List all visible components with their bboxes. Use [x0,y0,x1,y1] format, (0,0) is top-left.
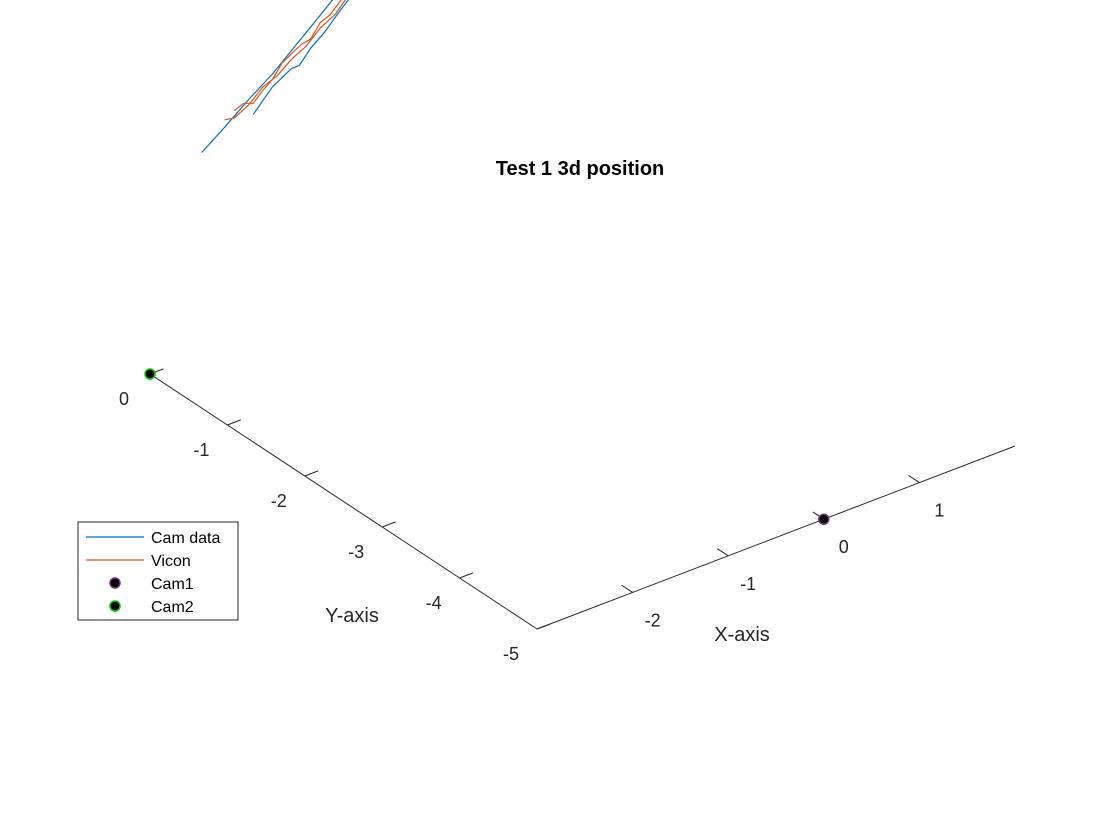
legend-swatch-cam1 [109,577,121,589]
x-tick-label: 1 [934,501,944,521]
legend-box [77,521,239,621]
x-tick-mark [908,475,920,484]
series-marker-cam1 [818,513,830,525]
axes-group: -2 -1 0 1 0 -1 -2 -3 -4 -5 [119,368,1016,664]
y-tick-mark [227,419,241,426]
x-tick-label: -1 [740,574,756,594]
legend-label-cam1: Cam1 [151,576,194,593]
y-axis-line [149,373,538,630]
series-line-cam-data [201,0,350,153]
y-axis-title: Y-axis [325,605,379,627]
y-tick-label: -1 [193,440,209,460]
legend-label-cam2: Cam2 [151,599,194,616]
x-axis-line [536,445,1016,630]
chart-title: Test 1 3d position [496,158,665,180]
series-marker-cam2 [144,368,156,380]
series-line-vicon [224,0,347,121]
x-tick-mark [717,548,729,557]
y-tick-label: -3 [348,542,364,562]
y-tick-mark [459,572,474,579]
legend-label-vicon: Vicon [151,553,191,570]
series-group [144,0,830,525]
legend[interactable]: Cam data Vicon Cam1 Cam2 [77,521,239,621]
x-tick-label: -2 [645,610,661,630]
x-tick-mark [621,584,633,593]
y-tick-label: -5 [503,644,519,664]
x-tick-label: 0 [839,537,849,557]
legend-label-cam-data: Cam data [151,530,220,547]
y-tick-mark [382,521,396,528]
y-tick-mark [304,470,319,477]
x-axis-title: X-axis [714,624,770,646]
y-tick-label: -4 [426,593,442,613]
y-tick-mark [536,623,551,630]
legend-swatch-cam2 [109,600,121,612]
y-tick-label: -2 [271,491,287,511]
y-tick-label: 0 [119,389,129,409]
